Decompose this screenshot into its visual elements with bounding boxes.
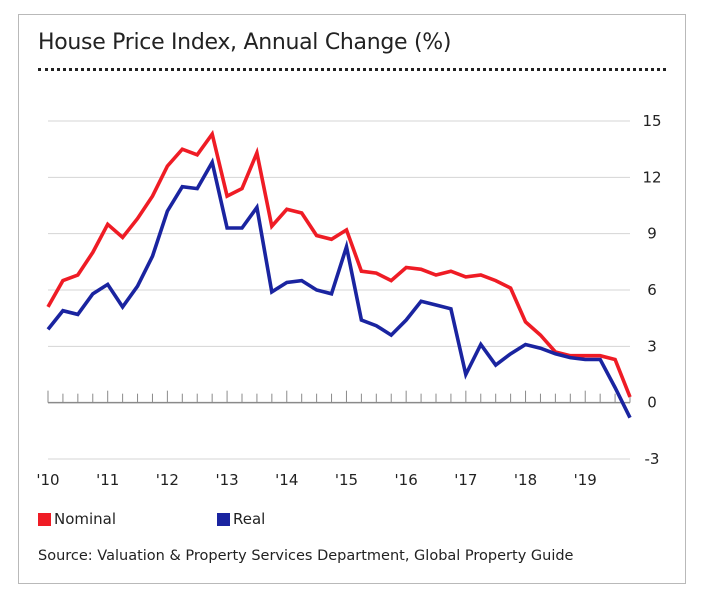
x-tick-label: '12: [156, 471, 179, 489]
x-tick-label: '16: [395, 471, 418, 489]
x-tick-label: '10: [36, 471, 59, 489]
legend-swatch-real: [217, 512, 230, 526]
x-tick-label: '18: [514, 471, 537, 489]
legend-label-real: Real: [233, 510, 266, 528]
y-tick-label: 6: [647, 281, 657, 299]
x-tick-label: '15: [335, 471, 358, 489]
legend-item-nominal: Nominal: [38, 510, 116, 528]
x-tick-label: '11: [96, 471, 119, 489]
legend-item-real: Real: [217, 510, 265, 528]
y-tick-label: 15: [642, 112, 661, 130]
y-tick-label: 9: [647, 225, 657, 243]
series-line-nominal: [46, 129, 632, 398]
source-note: Source: Valuation & Property Services De…: [38, 548, 574, 564]
y-tick-label: 0: [647, 394, 657, 412]
series-line-real: [46, 157, 632, 419]
x-tick-label: '17: [454, 471, 477, 489]
x-tick-label: '19: [574, 471, 597, 489]
x-tick-label: '13: [215, 471, 238, 489]
y-tick-label: 3: [647, 337, 657, 355]
title-divider: [38, 68, 666, 71]
y-tick-label: 12: [642, 168, 661, 186]
legend-label-nominal: Nominal: [54, 510, 117, 528]
y-tick-label: -3: [645, 450, 660, 468]
legend-swatch-nominal: [38, 512, 51, 526]
x-tick-label: '14: [275, 471, 298, 489]
chart-title: House Price Index, Annual Change (%): [38, 30, 452, 55]
